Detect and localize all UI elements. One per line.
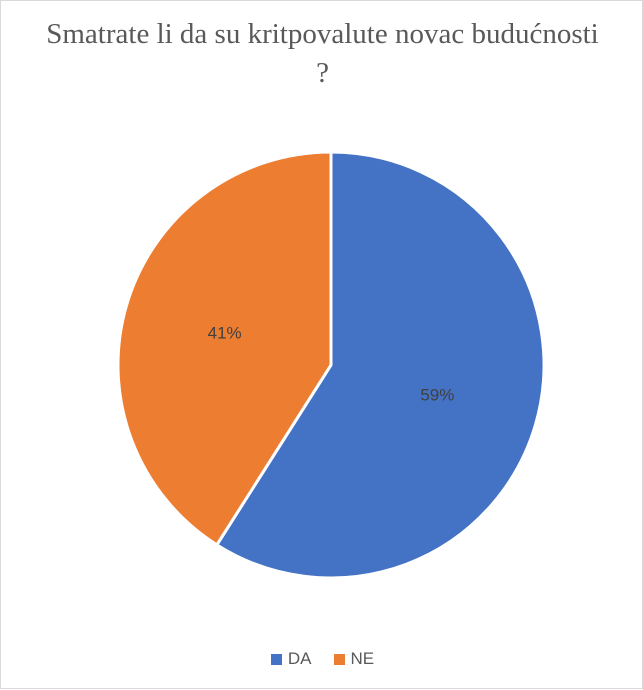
pie-slice-da xyxy=(215,150,546,580)
legend-swatch-ne xyxy=(333,653,345,665)
legend-swatch-da xyxy=(270,653,282,665)
legend-item-ne: NE xyxy=(333,649,375,669)
legend-label-ne: NE xyxy=(350,649,375,668)
legend-label-da: DA xyxy=(287,649,312,668)
chart-title: Smatrate li da su kritpovalute novac bud… xyxy=(46,18,599,89)
pie-slice-ne xyxy=(116,150,333,547)
pie-labels: 59% 41% xyxy=(208,324,455,405)
legend-item-da: DA xyxy=(270,649,312,669)
data-label-da: 59% xyxy=(420,385,454,404)
data-label-ne: 41% xyxy=(208,324,242,343)
legend: DA NE xyxy=(1,649,643,669)
pie-slices xyxy=(116,150,546,580)
